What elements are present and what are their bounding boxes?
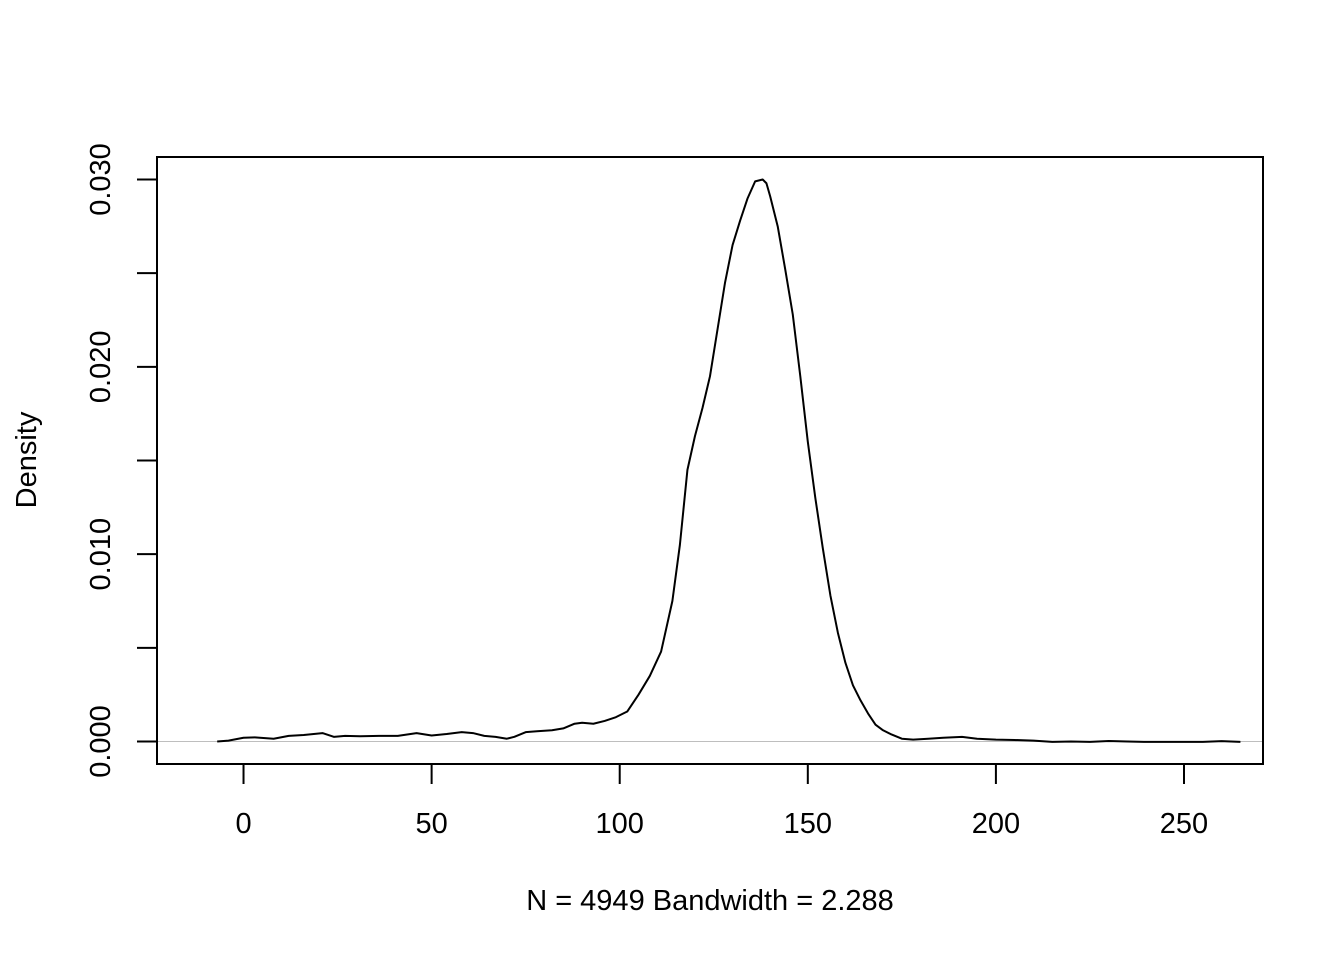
x-axis-title: N = 4949 Bandwidth = 2.288: [526, 885, 894, 917]
y-axis-ticks: 0.000 0.010 0.020 0.030: [85, 143, 157, 778]
y-axis-title: Density: [11, 411, 43, 508]
x-tick-label: 100: [596, 808, 644, 840]
x-tick-label: 50: [415, 808, 447, 840]
y-tick-label: 0.020: [85, 331, 117, 404]
plot-frame: [156, 156, 1264, 765]
x-tick-label: 150: [784, 808, 832, 840]
x-tick-label: 0: [235, 808, 251, 840]
x-tick-label: 250: [1160, 808, 1208, 840]
x-tick-label: 200: [972, 808, 1020, 840]
x-axis-ticks: 0 50 100 150 200 250: [235, 764, 1208, 840]
y-tick-label: 0.010: [85, 518, 117, 591]
y-tick-label: 0.030: [85, 143, 117, 216]
y-tick-label: 0.000: [85, 705, 117, 778]
density-curve: [217, 178, 1241, 743]
